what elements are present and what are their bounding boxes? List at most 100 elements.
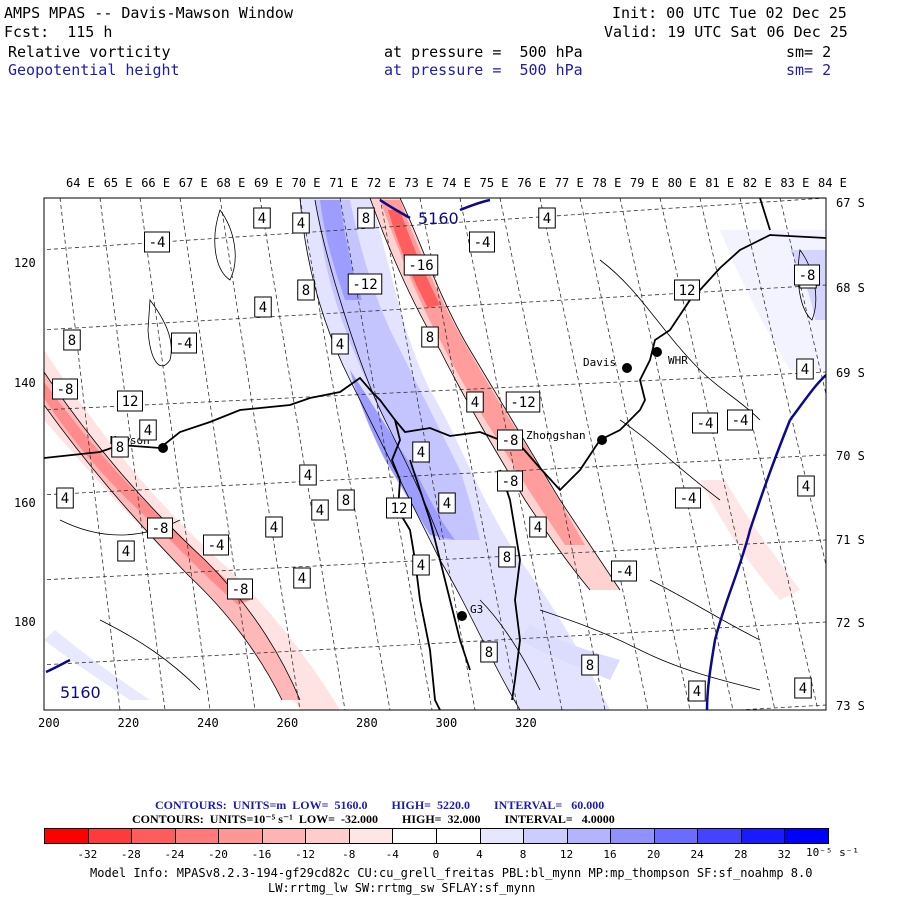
contour-label-box <box>438 492 456 514</box>
colorbar-swatch <box>653 828 698 844</box>
lon-label: 67 E <box>178 176 208 190</box>
colorbar-swatch <box>131 828 175 844</box>
contour-label: 4 <box>471 395 479 411</box>
lon-label: 80 E <box>667 176 697 190</box>
lon-label: 81 E <box>705 176 735 190</box>
y-tick-label: 180 <box>14 615 36 629</box>
contour-label-box <box>253 207 271 229</box>
colorbar-swatch <box>784 828 828 844</box>
y-tick-label: 160 <box>14 496 36 510</box>
lat-label: 67 S <box>836 196 865 210</box>
contour-label: 8 <box>302 283 310 299</box>
contour-label-box <box>796 358 814 380</box>
contour-label-box <box>497 429 523 451</box>
station-zhongshan-marker[interactable] <box>597 435 607 445</box>
contour-label-box <box>688 680 706 702</box>
contour-label-box <box>299 464 317 486</box>
contour-label-box <box>692 412 718 434</box>
contour-label-box <box>797 475 815 497</box>
contour-label: 4 <box>304 468 312 484</box>
colorbar-swatch <box>523 828 567 844</box>
station-mawson-marker[interactable] <box>158 443 168 453</box>
contour-label-box <box>498 546 516 568</box>
colorbar-label: -32 <box>77 848 98 861</box>
contour-label: 4 <box>259 300 267 316</box>
contour-label-box <box>297 279 315 301</box>
contour-label: 8 <box>116 440 124 456</box>
y-tick-label: 120 <box>14 256 36 270</box>
contour-label-box <box>144 231 170 253</box>
contour-label: 4 <box>298 571 306 587</box>
lon-label: 71 E <box>329 176 359 190</box>
station-davis-marker[interactable] <box>622 363 632 373</box>
contour-label-box <box>171 332 197 354</box>
colorbar-label: 8 <box>519 848 527 861</box>
colorbar-swatch <box>87 828 132 844</box>
lon-label: 82 E <box>742 176 772 190</box>
colorbar-swatch <box>348 828 393 844</box>
colorbar-swatch <box>174 828 219 844</box>
contour-label-box <box>412 441 430 463</box>
contour-label: -12 <box>510 395 535 411</box>
contour-label-box <box>611 560 637 582</box>
station-whr-label: WHR <box>668 354 688 367</box>
contour-label: -8 <box>502 433 519 449</box>
lat-label: 72 S <box>836 616 865 630</box>
colorbar-label: 20 <box>646 848 661 861</box>
station-davis-label: Davis <box>583 356 616 369</box>
contour-label: -4 <box>697 416 714 432</box>
init-time: Init: 00 UTC Tue 02 Dec 25 <box>612 4 847 22</box>
contour-label-box <box>675 487 701 509</box>
contour-label-box <box>357 207 375 229</box>
contour-label: 4 <box>297 216 305 232</box>
contour-label: 4 <box>122 544 130 560</box>
lon-label: 77 E <box>554 176 584 190</box>
contour-label: -8 <box>799 268 816 284</box>
lon-label: 83 E <box>780 176 810 190</box>
vorticity-contour-info: CONTOURS: UNITS=10⁻⁵ s⁻¹ LOW= -32.000 HI… <box>132 812 615 826</box>
contour-label: -16 <box>408 258 433 274</box>
contour-label-box <box>203 534 229 556</box>
lon-label: 72 E <box>366 176 396 190</box>
contour-label: 4 <box>258 211 266 227</box>
lon-label: 84 E <box>818 176 847 190</box>
contour-label-box <box>117 540 135 562</box>
contour-label: -4 <box>208 538 225 554</box>
colorbar-label: -4 <box>385 848 399 861</box>
colorbar-label: 0 <box>432 848 440 861</box>
contour-label: -4 <box>474 235 491 251</box>
lon-label: 70 E <box>291 176 321 190</box>
contour-label-box <box>794 677 812 699</box>
colorbar-swatch <box>218 828 262 844</box>
contour-label: 4 <box>543 211 551 227</box>
colorbar-swatch <box>610 828 654 844</box>
colorbar-label: -28 <box>120 848 141 861</box>
lon-label: 73 E <box>404 176 434 190</box>
contour-label-box <box>292 212 310 234</box>
x-tick-label: 220 <box>117 716 140 730</box>
y-tick-label: 140 <box>14 376 36 390</box>
contour-label: -8 <box>152 521 169 537</box>
contour-label: -8 <box>57 382 74 398</box>
contour-label: -4 <box>616 564 633 580</box>
station-whr-marker[interactable] <box>652 347 662 357</box>
contour-label-box <box>480 641 498 663</box>
contour-label: -4 <box>732 413 749 429</box>
colorbar-swatch <box>566 828 611 844</box>
colorbar-units: 10⁻⁵ s⁻¹ <box>806 846 859 859</box>
lon-label: 65 E <box>103 176 133 190</box>
vorticity-shading <box>44 198 826 710</box>
field2-name: Geopotential height <box>8 61 180 79</box>
station-g3-marker[interactable] <box>457 611 467 621</box>
colorbar-label: 24 <box>690 848 704 861</box>
x-tick-label: 240 <box>197 716 219 730</box>
x-tick-label: 280 <box>356 716 378 730</box>
contour-label-box <box>466 391 484 413</box>
contour-label-box <box>139 419 157 441</box>
contour-label: -8 <box>232 582 249 598</box>
contour-label-box <box>265 516 283 538</box>
contour-label: 4 <box>693 684 701 700</box>
contour-label: 4 <box>61 491 69 507</box>
contour-label: 4 <box>799 681 807 697</box>
x-tick-label: 320 <box>515 716 537 730</box>
